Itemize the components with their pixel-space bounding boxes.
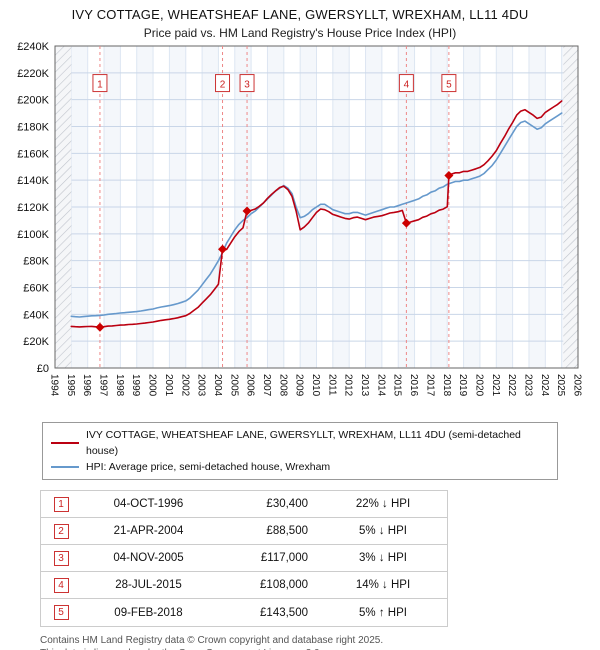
svg-text:2008: 2008 [277,374,288,397]
svg-text:1999: 1999 [130,374,141,397]
transaction-number: 3 [53,550,69,566]
svg-text:£80K: £80K [23,256,49,268]
chart-legend: IVY COTTAGE, WHEATSHEAF LANE, GWERSYLLT,… [42,422,558,480]
transaction-date: 28-JUL-2015 [115,579,182,591]
property-line-swatch [51,442,79,444]
table-row: 1 04-OCT-1996 £30,400 22% ↓ HPI [41,491,447,518]
transaction-date: 21-APR-2004 [113,525,184,537]
svg-text:£200K: £200K [17,95,49,107]
svg-text:£120K: £120K [17,202,49,214]
svg-text:£160K: £160K [17,148,49,160]
svg-text:2013: 2013 [359,374,370,397]
svg-text:2015: 2015 [392,374,403,397]
page-title: IVY COTTAGE, WHEATSHEAF LANE, GWERSYLLT,… [71,7,529,22]
transaction-price: £30,400 [266,498,308,510]
svg-text:2017: 2017 [424,374,435,397]
svg-text:2025: 2025 [555,374,566,397]
svg-text:£60K: £60K [23,283,49,295]
footer-copyright: Contains HM Land Registry data © Crown c… [40,635,384,646]
svg-text:2: 2 [220,80,226,91]
svg-text:2004: 2004 [212,374,223,397]
footer: Contains HM Land Registry data © Crown c… [40,635,600,650]
svg-text:2010: 2010 [310,374,321,397]
svg-text:£20K: £20K [23,336,49,348]
transaction-number: 1 [53,496,69,512]
transaction-hpi: 5% ↓ HPI [359,525,407,537]
svg-text:1995: 1995 [65,374,76,397]
transaction-price: £108,000 [260,579,308,591]
transaction-number-cell: 3 [41,550,81,566]
transaction-hpi: 22% ↓ HPI [355,498,411,510]
svg-text:2009: 2009 [294,374,305,397]
price-chart: £0 £20K £40K £60K £80K £100K £120K £140K £160K £1… [17,42,583,397]
legend-item-hpi: HPI: Average price, semi-detached house,… [51,459,549,475]
transaction-number-cell: 1 [41,496,81,512]
transaction-number-cell: 2 [41,523,81,539]
page-subtitle: Price paid vs. HM Land Registry's House … [143,26,457,40]
svg-text:£220K: £220K [17,68,49,80]
transaction-number: 2 [53,523,69,539]
svg-text:£40K: £40K [23,309,49,321]
transaction-price: £88,500 [266,525,308,537]
svg-text:2023: 2023 [522,374,533,397]
transaction-hpi: 3% ↓ HPI [359,552,407,564]
svg-text:4: 4 [404,80,410,91]
legend-label-hpi: HPI: Average price, semi-detached house,… [86,461,331,473]
transaction-number: 4 [53,577,69,593]
svg-text:2005: 2005 [228,374,239,397]
svg-text:1994: 1994 [49,374,60,397]
svg-text:2007: 2007 [261,374,272,397]
svg-text:1996: 1996 [81,374,92,397]
svg-text:1997: 1997 [98,374,109,397]
svg-text:2018: 2018 [441,374,452,397]
transactions-table: 1 04-OCT-1996 £30,400 22% ↓ HPI 2 21-APR-2004… [40,490,448,627]
transaction-date: 09-FEB-2018 [114,606,183,619]
footer-licence: This data is licensed under the Open Gov… [40,648,600,650]
transaction-date: 04-NOV-2005 [113,552,184,564]
transaction-number: 5 [53,605,69,620]
transaction-number-cell: 4 [41,577,81,593]
svg-text:2014: 2014 [375,374,386,397]
table-row: 4 28-JUL-2015 £108,000 14% ↓ HPI [41,572,447,599]
svg-text:£100K: £100K [17,229,49,241]
svg-text:2012: 2012 [343,374,354,397]
svg-text:£0: £0 [37,363,49,375]
hpi-line-swatch [51,466,79,468]
transaction-price: £117,000 [260,552,308,564]
table-row: 5 09-FEB-2018 £143,500 5% ↑ HPI [41,599,447,626]
svg-text:2019: 2019 [457,374,468,397]
svg-text:2016: 2016 [408,374,419,397]
legend-label-property: IVY COTTAGE, WHEATSHEAF LANE, GWERSYLLT,… [86,429,521,457]
transaction-hpi: 14% ↓ HPI [355,579,411,591]
svg-text:£140K: £140K [17,175,49,187]
svg-text:3: 3 [244,80,250,91]
svg-text:1: 1 [97,80,103,91]
svg-text:2006: 2006 [245,374,256,397]
table-row: 3 04-NOV-2005 £117,000 3% ↓ HPI [41,545,447,572]
transaction-price: £143,500 [260,606,308,619]
svg-text:2020: 2020 [473,374,484,397]
transaction-number-cell: 5 [41,605,81,620]
svg-text:2021: 2021 [490,374,501,397]
table-row: 2 21-APR-2004 £88,500 5% ↓ HPI [41,518,447,545]
svg-text:2026: 2026 [572,374,583,397]
svg-text:2002: 2002 [179,374,190,397]
svg-text:2011: 2011 [326,374,337,396]
svg-text:1998: 1998 [114,374,125,397]
svg-text:2003: 2003 [196,374,207,397]
svg-text:2022: 2022 [506,374,517,397]
transaction-date: 04-OCT-1996 [113,498,184,510]
legend-item-property: IVY COTTAGE, WHEATSHEAF LANE, GWERSYLLT,… [51,427,549,459]
svg-text:£180K: £180K [17,122,49,134]
svg-text:£240K: £240K [17,42,49,53]
transaction-hpi: 5% ↑ HPI [359,606,407,619]
svg-text:2000: 2000 [147,374,158,397]
svg-text:5: 5 [446,80,452,91]
svg-text:2024: 2024 [539,374,550,397]
svg-text:2001: 2001 [163,374,174,397]
